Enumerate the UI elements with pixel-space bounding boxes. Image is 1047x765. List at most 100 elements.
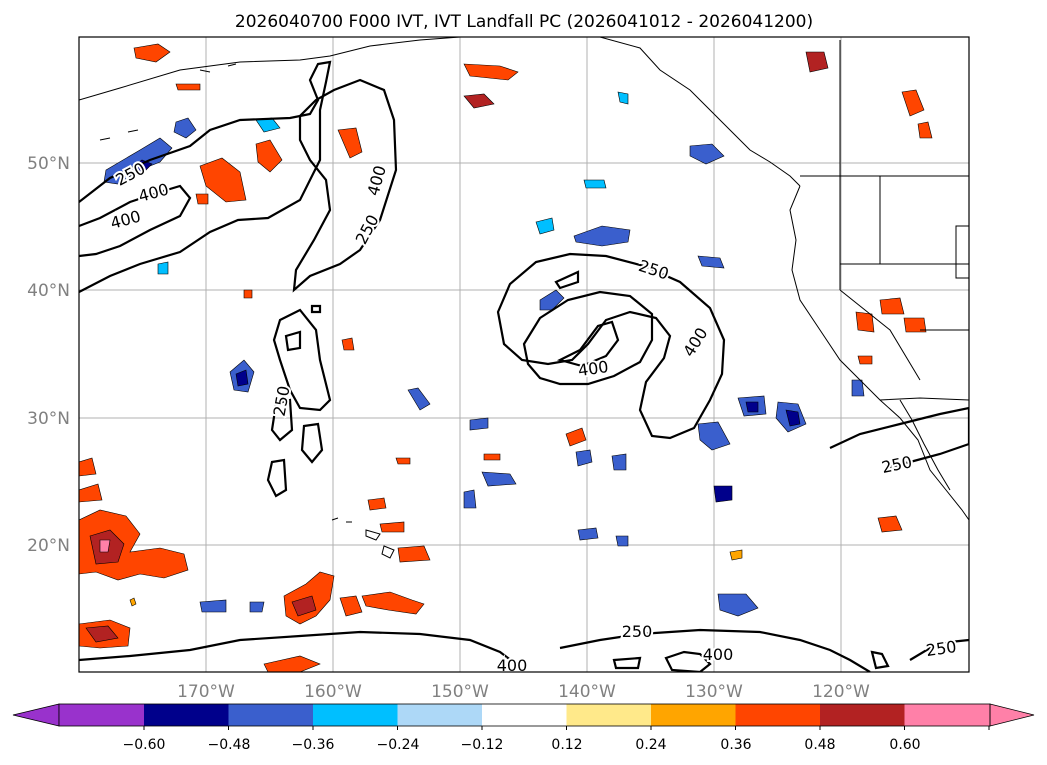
contour-label: 400 [497, 656, 528, 675]
colorbar-bin [735, 704, 821, 726]
ivt-patch [917, 121, 933, 139]
ivt-patch [785, 409, 801, 427]
ivt-patch [535, 217, 555, 235]
colorbar-ticks: −0.60 −0.48 −0.36 −0.24 −0.12 0.12 0.24 … [123, 737, 921, 753]
ivt-patch [483, 453, 501, 461]
ivt-patch [173, 117, 197, 139]
contour-label: 400 [703, 645, 734, 664]
map-background [79, 37, 969, 672]
lon-label: 130°W [685, 682, 743, 702]
contour-central-inner [522, 290, 654, 386]
ivt-patch [697, 255, 725, 269]
ivt-patch [199, 157, 247, 203]
ivt-patch [745, 401, 759, 413]
colorbar-bin [651, 704, 737, 726]
ivt-patch [79, 483, 103, 503]
ivt-patch [255, 139, 283, 173]
colorbar-bin [904, 704, 990, 726]
map-title: 2026040700 F000 IVT, IVT Landfall PC (20… [235, 12, 813, 32]
ivt-patch [729, 549, 743, 561]
lat-label: 40°N [27, 281, 70, 301]
ivt-patch [611, 453, 627, 471]
lat-label: 30°N [27, 409, 70, 429]
contour-400-south-2 [612, 656, 642, 670]
colorbar-bin [59, 704, 144, 726]
colorbar: −0.60 −0.48 −0.36 −0.24 −0.12 0.12 0.24 … [12, 703, 1035, 753]
border-states [839, 40, 969, 381]
ivt-patch [617, 91, 629, 105]
colorbar-tick-label: 0.48 [804, 737, 835, 753]
colorbar-tick-label: −0.36 [292, 737, 335, 753]
ivt-patch [615, 535, 629, 547]
colorbar-frame [58, 703, 991, 727]
ivt-patch [337, 127, 363, 159]
ivt-patch [851, 379, 865, 397]
ivt-patch [99, 539, 111, 553]
ivt-patch [879, 297, 905, 315]
graticule [79, 37, 969, 672]
latitude-labels: 50°N 40°N 30°N 20°N [27, 154, 70, 556]
colorbar-bin [228, 704, 314, 726]
ivt-patch [463, 63, 519, 81]
map-panel: 250 400 400 250 400 250 250 400 400 250 … [78, 36, 970, 675]
ivt-patch [575, 449, 593, 467]
ivt-patch [717, 593, 759, 617]
colorbar-tick-label: −0.60 [123, 737, 166, 753]
ivt-patch [697, 421, 731, 451]
contour-mid-west-6 [310, 304, 322, 314]
colorbar-bin [397, 704, 483, 726]
ivt-patch [367, 497, 387, 511]
longitude-labels: 170°W 160°W 150°W 140°W 130°W 120°W [177, 682, 870, 702]
colorbar-tick-label: −0.24 [377, 737, 420, 753]
contour-250-west-stripe [292, 78, 398, 293]
lat-label: 50°N [27, 154, 70, 174]
contour-400-south-1 [664, 650, 712, 672]
colorbar-tick-label: 0.36 [720, 737, 751, 753]
islands-hawaii [331, 517, 395, 559]
ivt-patch [877, 515, 903, 533]
ivt-patch [129, 597, 137, 607]
colorbar-tick-label: 0.12 [551, 737, 582, 753]
colorbar-bin [313, 704, 399, 726]
lon-label: 140°W [558, 682, 616, 702]
contour-mid-west-5 [266, 458, 288, 498]
ivt-patch [199, 599, 227, 613]
ivt-patch [124, 159, 153, 177]
ivt-patch [397, 545, 431, 563]
colorbar-tick-label: −0.12 [461, 737, 504, 753]
ivt-patch [481, 471, 517, 487]
ivt-patch [195, 193, 209, 205]
colorbar-under-arrow [12, 703, 60, 727]
ivt-patch [855, 311, 875, 333]
ivt-patch [573, 225, 631, 247]
colorbar-bin [144, 704, 230, 726]
lon-label: 150°W [431, 682, 489, 702]
coastlines [79, 37, 969, 559]
ivt-patch [407, 387, 431, 411]
colorbar-bin [566, 704, 652, 726]
colorbar-bin [820, 704, 906, 726]
ivt-patch [539, 289, 565, 311]
ivt-patch [565, 427, 587, 447]
ivt-patch [133, 43, 171, 63]
lon-label: 120°W [812, 682, 870, 702]
lon-label: 160°W [304, 682, 362, 702]
ivt-patch [903, 317, 927, 333]
contour-mid-west-1 [272, 308, 332, 412]
map-frame [78, 36, 970, 673]
lat-label: 20°N [27, 536, 70, 556]
colorbar-tick-label: 0.60 [889, 737, 920, 753]
colorbar-tick-label: −0.48 [208, 737, 251, 753]
ivt-patch [379, 521, 405, 533]
coastline-alaska [79, 37, 461, 101]
positive-anomaly-patches [79, 43, 933, 672]
contour-label: 250 [270, 384, 294, 417]
ivt-patch [243, 289, 253, 299]
ivt-patch [395, 457, 411, 465]
contour-central-outer [496, 252, 726, 440]
contour-mid-west-3 [270, 398, 294, 442]
lon-label: 170°W [177, 682, 235, 702]
contour-400-north-west [79, 184, 192, 258]
ivt-patch [339, 595, 363, 617]
